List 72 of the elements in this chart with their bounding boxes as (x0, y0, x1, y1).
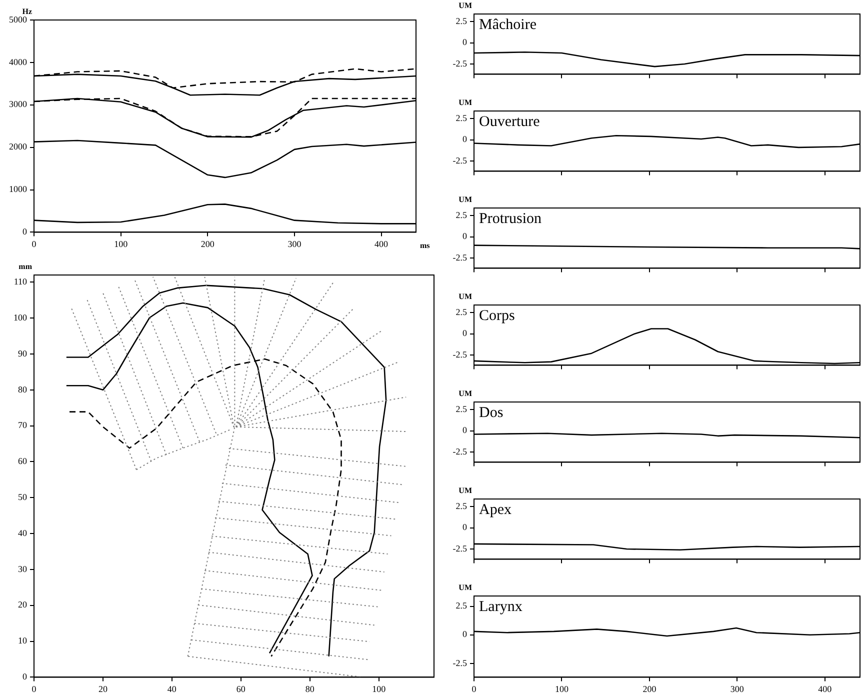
chart-title: Protrusion (479, 211, 542, 227)
x-tick-label: 300 (288, 238, 302, 249)
y-tick-label: 0 (462, 231, 468, 242)
y-axis-title: UM (458, 486, 472, 495)
y-tick-label: 30 (18, 564, 28, 574)
y-tick-label: 2.5 (456, 500, 468, 511)
y-tick-label: 2.5 (456, 306, 468, 317)
chart-title: Apex (479, 502, 512, 518)
y-tick-label: 2.5 (456, 16, 468, 26)
x-tick-label: 0 (32, 238, 37, 249)
y-tick-label: 5000 (9, 14, 28, 24)
x-tick-label: 100 (372, 684, 386, 694)
y-tick-label: 50 (18, 492, 28, 502)
y-tick-label: 0 (462, 522, 468, 532)
y-tick-label: 10 (18, 636, 28, 646)
y-tick-label: 1000 (9, 184, 28, 194)
chart-title: Dos (479, 405, 504, 421)
y-tick-label: -2.5 (452, 446, 468, 456)
y-tick-label: 40 (18, 528, 28, 538)
y-tick-label: 2.5 (456, 210, 468, 220)
y-axis-title: UM (458, 583, 472, 592)
x-tick-label: 200 (642, 684, 657, 694)
y-tick-label: 0 (22, 226, 28, 237)
y-tick-label: -2.5 (452, 252, 468, 262)
y-tick-label: 2.5 (456, 112, 468, 123)
x-tick-label: 40 (167, 684, 177, 694)
y-tick-label: 100 (14, 312, 28, 322)
x-tick-label: 100 (554, 684, 569, 694)
y-tick-label: 0 (462, 328, 468, 338)
x-tick-label: 100 (114, 238, 128, 249)
y-tick-label: 0 (22, 672, 28, 682)
x-tick-label: 0 (472, 684, 477, 694)
y-axis-title: mm (18, 262, 32, 271)
x-tick-label: 80 (305, 684, 315, 694)
y-axis-title: Hz (22, 7, 32, 16)
y-axis-title: UM (458, 1, 472, 10)
y-tick-label: 0 (462, 629, 468, 640)
y-tick-label: -2.5 (452, 58, 468, 68)
y-tick-label: 70 (18, 420, 28, 430)
x-tick-label: 300 (730, 684, 744, 694)
y-tick-label: 20 (18, 600, 28, 610)
x-tick-label: 400 (818, 684, 832, 694)
y-tick-label: 110 (14, 276, 28, 287)
y-tick-label: 2.5 (456, 404, 468, 414)
chart-title: Mâchoire (479, 17, 537, 33)
x-tick-label: 0 (32, 684, 37, 694)
x-tick-label: 60 (236, 684, 246, 694)
chart-title: Corps (479, 308, 515, 324)
y-tick-label: 2.5 (456, 600, 468, 611)
y-tick-label: 60 (18, 456, 28, 466)
y-tick-label: -2.5 (452, 155, 468, 166)
y-axis-title: UM (458, 292, 472, 301)
y-tick-label: 2000 (9, 142, 28, 152)
y-tick-label: -2.5 (452, 349, 468, 360)
y-tick-label: 3000 (9, 99, 28, 110)
chart-title: Ouverture (479, 114, 540, 130)
y-tick-label: 0 (462, 134, 468, 144)
y-tick-label: 0 (462, 425, 468, 436)
x-tick-label: 200 (200, 238, 215, 249)
y-axis-title: UM (458, 195, 472, 204)
y-axis-title: UM (458, 389, 472, 398)
x-axis-title: ms (420, 241, 430, 250)
y-tick-label: 4000 (9, 56, 28, 67)
y-axis-title: UM (458, 98, 472, 107)
y-tick-label: -2.5 (452, 658, 468, 668)
y-tick-label: -2.5 (452, 543, 468, 554)
x-tick-label: 400 (374, 238, 389, 249)
x-tick-label: 20 (98, 684, 108, 694)
chart-title: Larynx (479, 599, 523, 615)
y-tick-label: 80 (18, 384, 28, 394)
y-tick-label: 90 (18, 348, 28, 358)
y-tick-label: 0 (462, 37, 468, 48)
